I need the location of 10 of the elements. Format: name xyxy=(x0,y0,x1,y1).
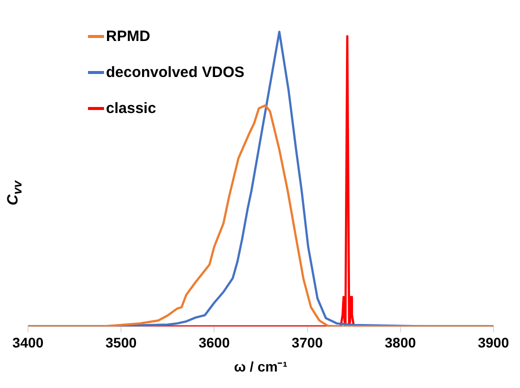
x-tick-label: 3900 xyxy=(478,334,510,351)
legend-label: deconvolved VDOS xyxy=(106,64,244,80)
legend-label: classic xyxy=(106,100,156,116)
x-tick-label: 3500 xyxy=(106,334,137,351)
x-axis-title: ω / cm⁻¹ xyxy=(234,358,288,374)
x-tick-label: 3600 xyxy=(198,334,230,351)
legend-label: RPMD xyxy=(106,28,150,44)
x-tick-label: 3700 xyxy=(292,334,324,351)
x-tick-label: 3400 xyxy=(12,334,44,351)
x-tick-label: 3800 xyxy=(384,334,416,351)
